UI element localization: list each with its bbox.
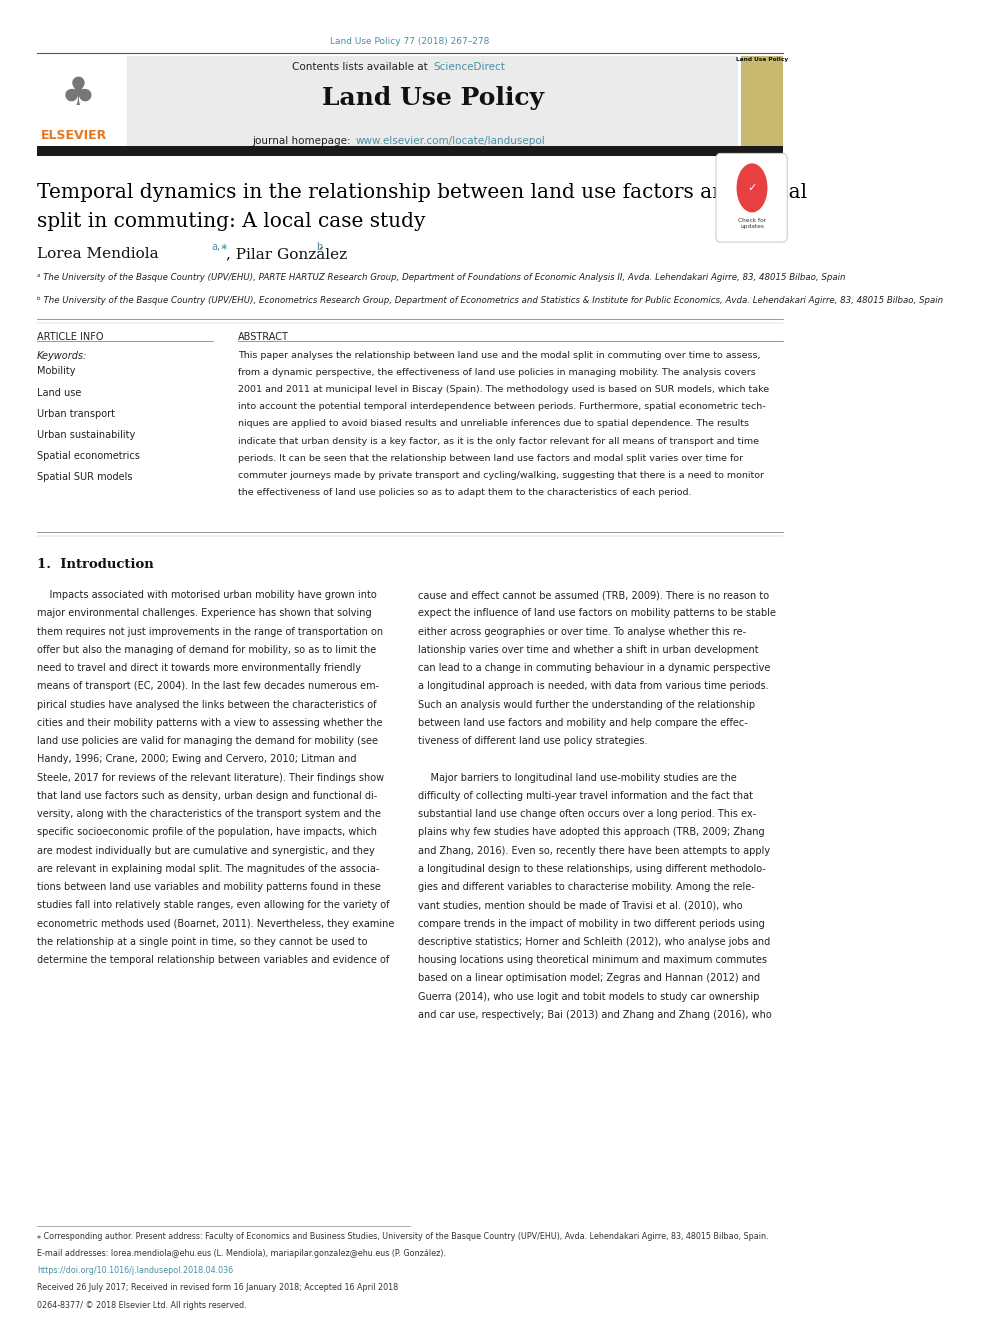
Text: Land Use Policy 77 (2018) 267–278: Land Use Policy 77 (2018) 267–278	[330, 37, 490, 46]
Text: 0264-8377/ © 2018 Elsevier Ltd. All rights reserved.: 0264-8377/ © 2018 Elsevier Ltd. All righ…	[37, 1301, 247, 1310]
Text: tiveness of different land use policy strategies.: tiveness of different land use policy st…	[419, 736, 648, 746]
Text: Urban sustainability: Urban sustainability	[37, 430, 135, 441]
Text: Major barriers to longitudinal land use-mobility studies are the: Major barriers to longitudinal land use-…	[419, 773, 737, 783]
Text: 1.  Introduction: 1. Introduction	[37, 558, 154, 572]
Text: b: b	[315, 242, 322, 253]
Text: housing locations using theoretical minimum and maximum commutes: housing locations using theoretical mini…	[419, 955, 767, 966]
Text: specific socioeconomic profile of the population, have impacts, which: specific socioeconomic profile of the po…	[37, 827, 377, 837]
Text: ᵇ The University of the Basque Country (UPV/EHU), Econometrics Research Group, D: ᵇ The University of the Basque Country (…	[37, 296, 943, 306]
Text: offer but also the managing of demand for mobility, so as to limit the: offer but also the managing of demand fo…	[37, 644, 376, 655]
Text: econometric methods used (Boarnet, 2011). Nevertheless, they examine: econometric methods used (Boarnet, 2011)…	[37, 918, 394, 929]
Text: and Zhang, 2016). Even so, recently there have been attempts to apply: and Zhang, 2016). Even so, recently ther…	[419, 845, 771, 856]
Text: descriptive statistics; Horner and Schleith (2012), who analyse jobs and: descriptive statistics; Horner and Schle…	[419, 937, 771, 947]
Text: studies fall into relatively stable ranges, even allowing for the variety of: studies fall into relatively stable rang…	[37, 901, 390, 910]
FancyBboxPatch shape	[127, 56, 738, 148]
Text: a longitudinal design to these relationships, using different methodolo-: a longitudinal design to these relations…	[419, 864, 766, 875]
Text: Mobility: Mobility	[37, 366, 75, 377]
Text: a,∗: a,∗	[211, 242, 229, 253]
Text: pirical studies have analysed the links between the characteristics of: pirical studies have analysed the links …	[37, 700, 376, 709]
Text: Contents lists available at: Contents lists available at	[293, 62, 432, 73]
Text: Impacts associated with motorised urban mobility have grown into: Impacts associated with motorised urban …	[37, 590, 377, 601]
Text: based on a linear optimisation model; Zegras and Hannan (2012) and: based on a linear optimisation model; Ze…	[419, 974, 760, 983]
Text: compare trends in the impact of mobility in two different periods using: compare trends in the impact of mobility…	[419, 918, 765, 929]
Text: the effectiveness of land use policies so as to adapt them to the characteristic: the effectiveness of land use policies s…	[238, 488, 691, 497]
Text: ARTICLE INFO: ARTICLE INFO	[37, 332, 103, 343]
Text: means of transport (EC, 2004). In the last few decades numerous em-: means of transport (EC, 2004). In the la…	[37, 681, 379, 692]
Text: expect the influence of land use factors on mobility patterns to be stable: expect the influence of land use factors…	[419, 609, 777, 618]
Text: niques are applied to avoid biased results and unreliable inferences due to spat: niques are applied to avoid biased resul…	[238, 419, 749, 429]
Text: Steele, 2017 for reviews of the relevant literature). Their findings show: Steele, 2017 for reviews of the relevant…	[37, 773, 384, 783]
Text: between land use factors and mobility and help compare the effec-: between land use factors and mobility an…	[419, 718, 748, 728]
Text: Land Use Policy: Land Use Policy	[736, 57, 788, 62]
Text: tions between land use variables and mobility patterns found in these: tions between land use variables and mob…	[37, 882, 381, 892]
Text: gies and different variables to characterise mobility. Among the rele-: gies and different variables to characte…	[419, 882, 755, 892]
Text: plains why few studies have adopted this approach (TRB, 2009; Zhang: plains why few studies have adopted this…	[419, 827, 765, 837]
Text: them requires not just improvements in the range of transportation on: them requires not just improvements in t…	[37, 627, 383, 636]
Text: Spatial SUR models: Spatial SUR models	[37, 472, 132, 483]
Text: Guerra (2014), who use logit and tobit models to study car ownership: Guerra (2014), who use logit and tobit m…	[419, 992, 760, 1002]
Text: Land use: Land use	[37, 388, 81, 398]
Text: ♣: ♣	[61, 75, 95, 114]
Text: , Pilar González: , Pilar González	[226, 247, 347, 262]
Text: commuter journeys made by private transport and cycling/walking, suggesting that: commuter journeys made by private transp…	[238, 471, 764, 480]
Text: ⁎ Corresponding author. Present address: Faculty of Economics and Business Studi: ⁎ Corresponding author. Present address:…	[37, 1232, 769, 1241]
FancyBboxPatch shape	[37, 146, 783, 156]
Text: Spatial econometrics: Spatial econometrics	[37, 451, 140, 462]
Text: This paper analyses the relationship between land use and the modal split in com: This paper analyses the relationship bet…	[238, 351, 760, 360]
Text: from a dynamic perspective, the effectiveness of land use policies in managing m: from a dynamic perspective, the effectiv…	[238, 368, 756, 377]
Text: indicate that urban density is a key factor, as it is the only factor relevant f: indicate that urban density is a key fac…	[238, 437, 759, 446]
FancyBboxPatch shape	[716, 153, 788, 242]
Text: land use policies are valid for managing the demand for mobility (see: land use policies are valid for managing…	[37, 736, 378, 746]
Text: Land Use Policy: Land Use Policy	[322, 86, 544, 110]
Text: a longitudinal approach is needed, with data from various time periods.: a longitudinal approach is needed, with …	[419, 681, 769, 692]
Text: 2001 and 2011 at municipal level in Biscay (Spain). The methodology used is base: 2001 and 2011 at municipal level in Bisc…	[238, 385, 769, 394]
Text: ᵃ The University of the Basque Country (UPV/EHU), PARTE HARTUZ Research Group, D: ᵃ The University of the Basque Country (…	[37, 273, 845, 282]
Text: that land use factors such as density, urban design and functional di-: that land use factors such as density, u…	[37, 791, 377, 800]
Text: periods. It can be seen that the relationship between land use factors and modal: periods. It can be seen that the relatio…	[238, 454, 743, 463]
Text: https://doi.org/10.1016/j.landusepol.2018.04.036: https://doi.org/10.1016/j.landusepol.201…	[37, 1266, 233, 1275]
Text: ABSTRACT: ABSTRACT	[238, 332, 289, 343]
Text: E-mail addresses: lorea.mendiola@ehu.eus (L. Mendiola), mariapilar.gonzalez@ehu.: E-mail addresses: lorea.mendiola@ehu.eus…	[37, 1249, 445, 1258]
Text: into account the potential temporal interdependence between periods. Furthermore: into account the potential temporal inte…	[238, 402, 766, 411]
Text: can lead to a change in commuting behaviour in a dynamic perspective: can lead to a change in commuting behavi…	[419, 663, 771, 673]
Text: Lorea Mendiola: Lorea Mendiola	[37, 247, 159, 262]
Text: journal homepage:: journal homepage:	[252, 136, 354, 147]
Text: ✓: ✓	[747, 183, 757, 193]
Text: vant studies, mention should be made of Travisi et al. (2010), who: vant studies, mention should be made of …	[419, 901, 743, 910]
Text: and car use, respectively; Bai (2013) and Zhang and Zhang (2016), who: and car use, respectively; Bai (2013) an…	[419, 1009, 772, 1020]
Text: the relationship at a single point in time, so they cannot be used to: the relationship at a single point in ti…	[37, 937, 367, 947]
Text: substantial land use change often occurs over a long period. This ex-: substantial land use change often occurs…	[419, 810, 756, 819]
Text: Urban transport: Urban transport	[37, 409, 115, 419]
Text: either across geographies or over time. To analyse whether this re-: either across geographies or over time. …	[419, 627, 746, 636]
Text: ScienceDirect: ScienceDirect	[433, 62, 505, 73]
Text: ELSEVIER: ELSEVIER	[41, 128, 107, 142]
Text: split in commuting: A local case study: split in commuting: A local case study	[37, 212, 426, 230]
Text: are relevant in explaining modal split. The magnitudes of the associa-: are relevant in explaining modal split. …	[37, 864, 379, 875]
Text: need to travel and direct it towards more environmentally friendly: need to travel and direct it towards mor…	[37, 663, 361, 673]
Text: Handy, 1996; Crane, 2000; Ewing and Cervero, 2010; Litman and: Handy, 1996; Crane, 2000; Ewing and Cerv…	[37, 754, 356, 765]
Text: Such an analysis would further the understanding of the relationship: Such an analysis would further the under…	[419, 700, 755, 709]
Text: cities and their mobility patterns with a view to assessing whether the: cities and their mobility patterns with …	[37, 718, 382, 728]
Text: versity, along with the characteristics of the transport system and the: versity, along with the characteristics …	[37, 810, 381, 819]
Text: are modest individually but are cumulative and synergistic, and they: are modest individually but are cumulati…	[37, 845, 375, 856]
Circle shape	[737, 164, 767, 212]
Text: difficulty of collecting multi-year travel information and the fact that: difficulty of collecting multi-year trav…	[419, 791, 753, 800]
Text: lationship varies over time and whether a shift in urban development: lationship varies over time and whether …	[419, 644, 759, 655]
FancyBboxPatch shape	[37, 56, 123, 148]
Text: cause and effect cannot be assumed (TRB, 2009). There is no reason to: cause and effect cannot be assumed (TRB,…	[419, 590, 770, 601]
Text: Check for
updates: Check for updates	[738, 218, 766, 229]
FancyBboxPatch shape	[741, 56, 783, 148]
Text: Received 26 July 2017; Received in revised form 16 January 2018; Accepted 16 Apr: Received 26 July 2017; Received in revis…	[37, 1283, 398, 1293]
Text: Temporal dynamics in the relationship between land use factors and modal: Temporal dynamics in the relationship be…	[37, 183, 807, 201]
Text: Keywords:: Keywords:	[37, 351, 87, 361]
Text: determine the temporal relationship between variables and evidence of: determine the temporal relationship betw…	[37, 955, 389, 966]
Text: www.elsevier.com/locate/landusepol: www.elsevier.com/locate/landusepol	[356, 136, 546, 147]
Text: major environmental challenges. Experience has shown that solving: major environmental challenges. Experien…	[37, 609, 372, 618]
